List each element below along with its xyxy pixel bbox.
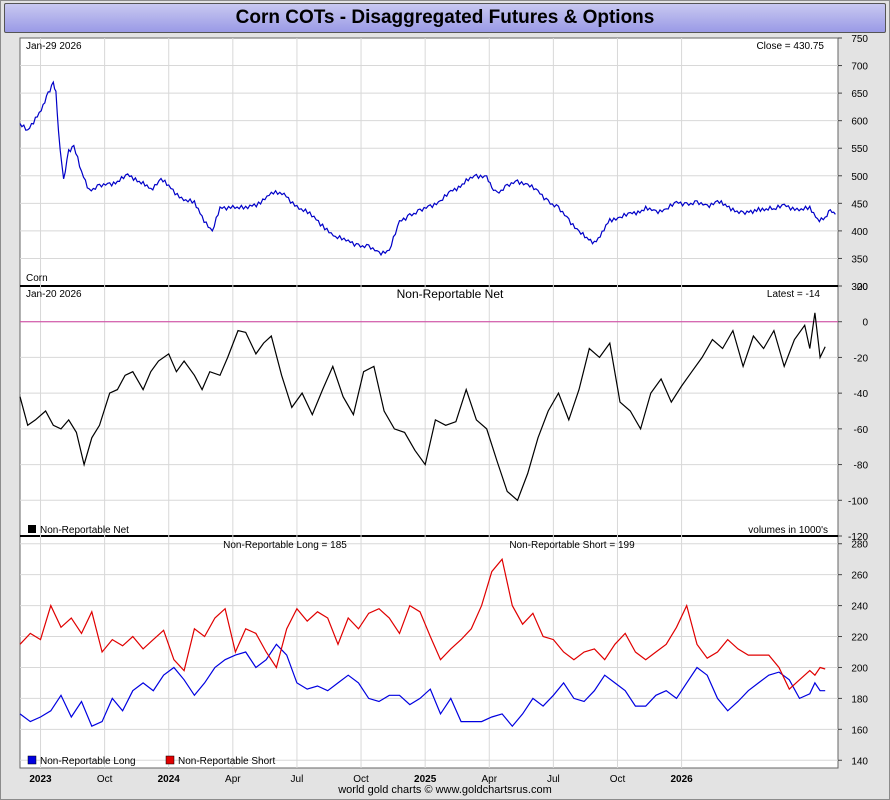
y-tick-label: 280 <box>851 540 868 551</box>
long-line <box>19 643 826 728</box>
short-value-label: Non-Reportable Short = 199 <box>509 540 635 551</box>
y-tick-label: -100 <box>848 496 868 507</box>
y-tick-label: 220 <box>851 633 868 644</box>
x-tick-label: Jul <box>291 774 304 785</box>
y-tick-label: 500 <box>851 172 868 183</box>
price-panel <box>19 37 839 287</box>
y-tick-label: -40 <box>854 389 869 400</box>
y-tick-label: 300 <box>851 282 868 293</box>
y-tick-label: 20 <box>857 282 869 293</box>
net-legend-swatch <box>28 525 36 533</box>
y-tick-label: 260 <box>851 571 868 582</box>
long-legend-label: Non-Reportable Long <box>40 756 136 767</box>
y-axes: 300 350 400 450 500 550 600 650 700 750 -120 -100 -8… <box>838 34 868 767</box>
x-axis: 2023 Oct 2024 Apr Jul Oct 2025 Apr Jul Oct 2026 <box>29 774 693 785</box>
net-line <box>19 312 826 502</box>
x-tick-label: Oct <box>610 774 626 785</box>
y-tick-label: 450 <box>851 199 868 210</box>
net-units-label: volumes in 1000's <box>748 525 828 536</box>
y-tick-label: -120 <box>848 532 868 543</box>
price-line <box>19 80 836 257</box>
y-tick-label: 700 <box>851 62 868 73</box>
long-legend-swatch <box>27 755 37 765</box>
y-tick-label: 550 <box>851 144 868 155</box>
y-tick-label: 650 <box>851 89 868 100</box>
footer-credit: world gold charts © www.goldchartsrus.co… <box>338 784 552 796</box>
x-tick-label: Apr <box>481 774 497 785</box>
y-tick-label: -80 <box>854 461 869 472</box>
net-date-label: Jan-20 2026 <box>26 289 82 300</box>
net-title: Non-Reportable Net <box>397 287 504 301</box>
short-legend-swatch <box>165 755 175 765</box>
y-tick-label: 240 <box>851 602 868 613</box>
y-tick-label: 0 <box>862 318 868 329</box>
y-tick-label: 600 <box>851 117 868 128</box>
price-date-label: Jan-29 2026 <box>26 41 82 52</box>
y-tick-label: 750 <box>851 34 868 45</box>
series-layer <box>19 80 836 728</box>
net-latest-label: Latest = -14 <box>767 289 821 300</box>
y-tick-label: 350 <box>851 254 868 265</box>
long-value-label: Non-Reportable Long = 185 <box>223 540 347 551</box>
x-tick-label: 2023 <box>29 774 52 785</box>
long-short-panel <box>19 535 839 769</box>
price-close-label: Close = 430.75 <box>756 41 824 52</box>
y-tick-label: 160 <box>851 725 868 736</box>
y-tick-label: 200 <box>851 663 868 674</box>
x-tick-label: 2026 <box>670 774 693 785</box>
chart-title: Corn COTs - Disaggregated Futures & Opti… <box>235 7 655 28</box>
x-tick-label: 2024 <box>158 774 181 785</box>
horizontal-gridlines <box>20 65 838 761</box>
y-tick-label: 400 <box>851 227 868 238</box>
short-line <box>19 557 826 691</box>
x-tick-label: Oct <box>353 774 369 785</box>
x-tick-label: 2025 <box>414 774 437 785</box>
x-tick-label: Jul <box>547 774 560 785</box>
y-tick-label: -20 <box>854 353 869 364</box>
x-tick-label: Apr <box>225 774 241 785</box>
y-tick-label: -60 <box>854 425 869 436</box>
y-tick-label: 180 <box>851 694 868 705</box>
short-legend-label: Non-Reportable Short <box>178 756 275 767</box>
price-corner-label: Corn <box>26 273 48 284</box>
title-bar: Corn COTs - Disaggregated Futures & Opti… <box>4 3 886 33</box>
y-tick-label: 140 <box>851 756 868 767</box>
x-tick-label: Oct <box>97 774 113 785</box>
net-legend-label: Non-Reportable Net <box>40 525 129 536</box>
net-panel <box>19 285 839 537</box>
